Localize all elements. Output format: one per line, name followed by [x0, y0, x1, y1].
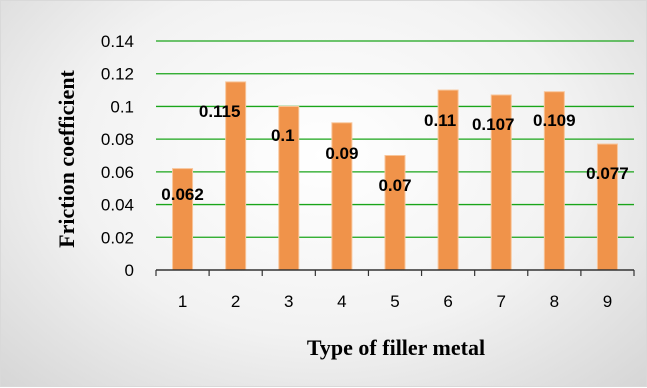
x-axis-title: Type of filler metal	[307, 335, 485, 360]
data-label: 0.115	[199, 102, 241, 121]
axes	[156, 270, 634, 276]
x-tick-labels: 1 2 3 4 5 6 7 8 9	[178, 292, 612, 311]
y-tick-labels: 0 0.02 0.04 0.06 0.08 0.1 0.12 0.14	[101, 32, 134, 280]
y-axis-title: Friction coefficient	[54, 69, 79, 247]
x-tick-label: 8	[550, 292, 559, 311]
data-label: 0.07	[378, 176, 411, 195]
y-tick-label: 0.04	[101, 196, 134, 215]
data-label: 0.062	[161, 185, 204, 204]
y-tick-label: 0.1	[110, 97, 134, 116]
y-tick-label: 0.08	[101, 130, 134, 149]
data-label: 0.077	[586, 164, 629, 183]
data-label: 0.109	[533, 111, 576, 130]
x-tick-label: 4	[337, 292, 346, 311]
y-tick-label: 0.02	[101, 228, 134, 247]
data-label: 0.1	[271, 126, 295, 145]
y-tick-label: 0	[125, 261, 134, 280]
bar	[173, 169, 193, 270]
x-tick-label: 1	[178, 292, 187, 311]
data-label: 0.09	[325, 144, 358, 163]
x-tick-label: 3	[284, 292, 293, 311]
y-tick-label: 0.06	[101, 163, 134, 182]
data-label: 0.107	[472, 115, 515, 134]
x-tick-label: 7	[496, 292, 505, 311]
data-label: 0.11	[424, 111, 456, 130]
x-tick-label: 2	[231, 292, 240, 311]
x-tick-label: 6	[443, 292, 452, 311]
x-tick-label: 9	[603, 292, 612, 311]
bar	[597, 144, 617, 270]
y-tick-label: 0.14	[101, 32, 134, 51]
y-tick-label: 0.12	[101, 65, 134, 84]
x-tick-label: 5	[390, 292, 399, 311]
bar	[385, 156, 405, 271]
